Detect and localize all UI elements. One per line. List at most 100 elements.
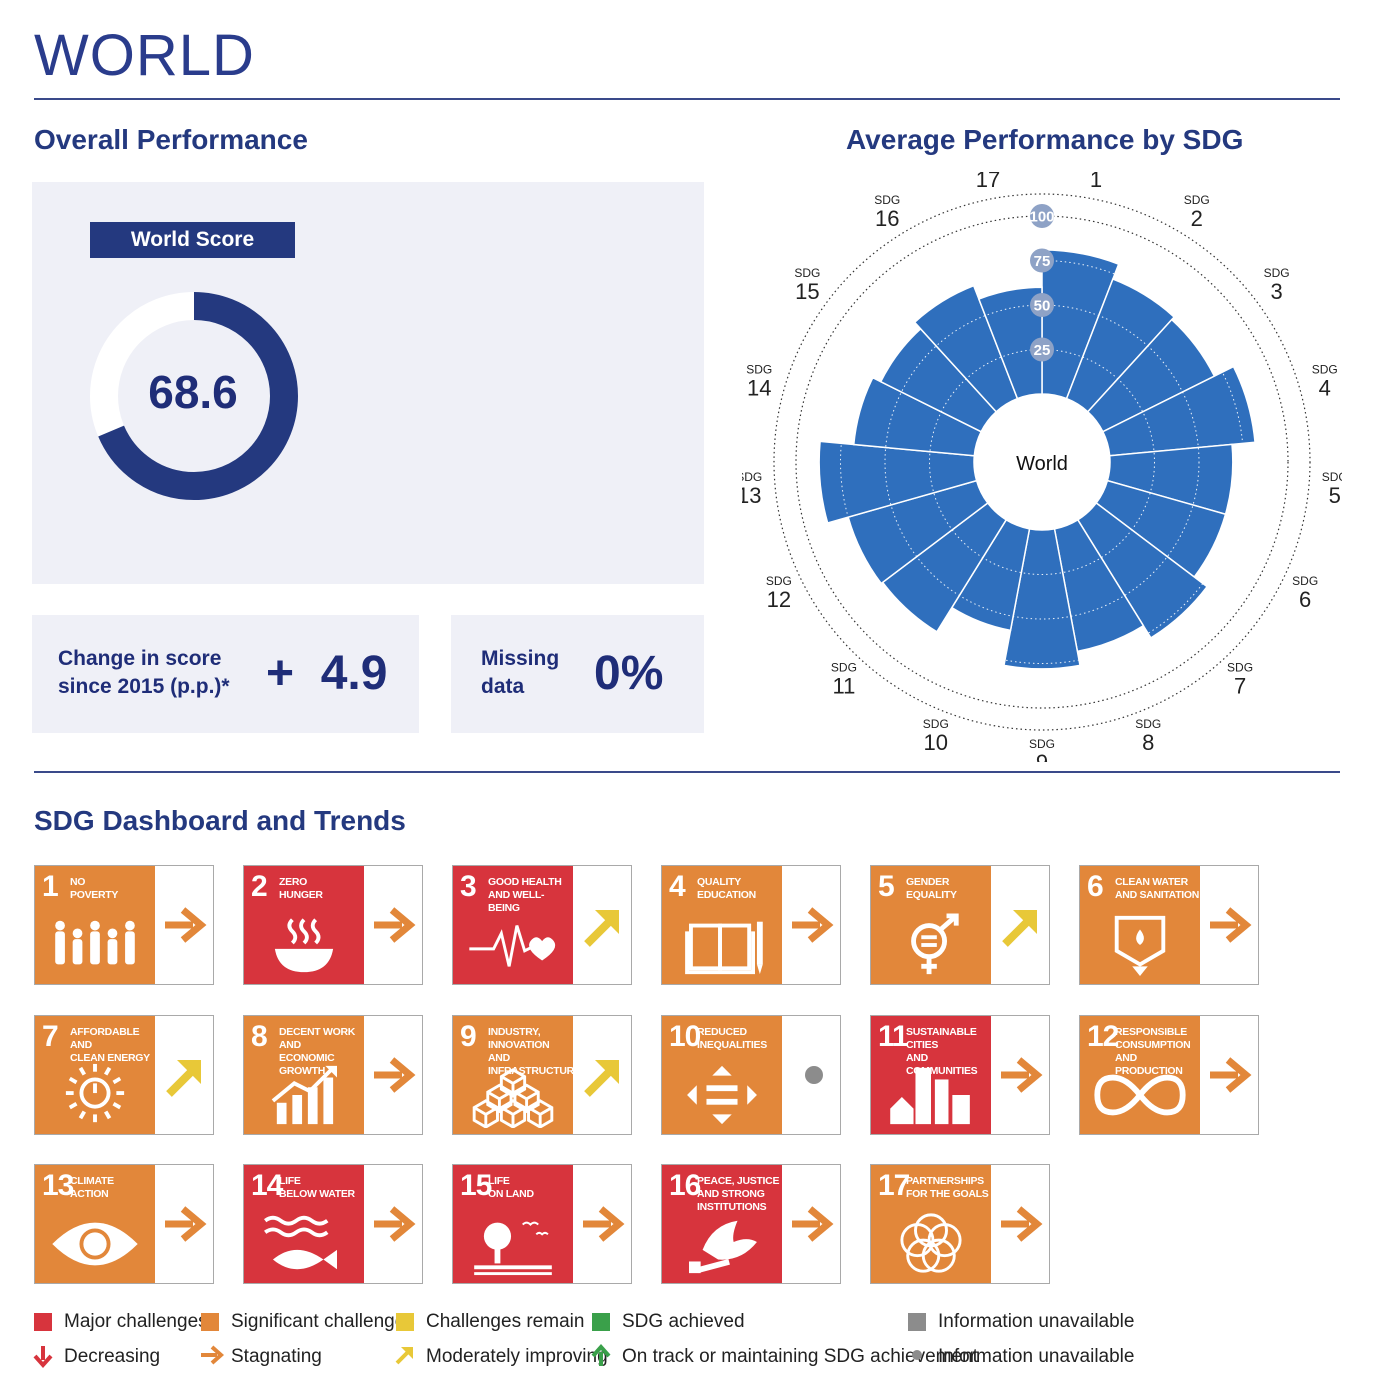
sdg-tile-color: 1 NO POVERTY <box>35 866 155 984</box>
sdg-tile-number: 8 <box>251 1020 268 1053</box>
trend-stagnating-icon <box>1001 1206 1043 1242</box>
missing-value: 0% <box>594 647 664 700</box>
missing-label-line2: data <box>481 675 525 698</box>
legend-color-label: Significant challenges <box>231 1311 415 1332</box>
radial-category-number: 14 <box>747 376 771 401</box>
sdg-tile-number: 2 <box>251 870 268 903</box>
radial-category-number: 10 <box>924 730 948 755</box>
tree-icon <box>474 1221 552 1276</box>
trend-information-unavailable-icon <box>805 1066 823 1084</box>
radial-tick-label-100: 100 <box>1029 209 1054 226</box>
sdg-tile-8[interactable]: 8 DECENT WORK AND ECONOMIC GROWTH <box>243 1015 423 1135</box>
score-label: World Score <box>90 222 295 258</box>
radial-category-prefix: SDG <box>923 717 949 731</box>
trend-moderately-improving-icon <box>584 910 619 947</box>
trend-stagnating-icon <box>165 1206 207 1242</box>
sdg-tile-number: 16 <box>669 1169 701 1202</box>
sdg-tile-6[interactable]: 6 CLEAN WATER AND SANITATION <box>1079 865 1259 985</box>
sdg-tile-13[interactable]: 13 CLIMATE ACTION <box>34 1164 214 1284</box>
sdg-tile-title: LIFE BELOW WATER <box>279 1175 355 1200</box>
radial-tick-label-50: 50 <box>1034 298 1051 315</box>
score-donut <box>90 292 298 500</box>
sdg-tile-15[interactable]: 15 LIFE ON LAND <box>452 1164 632 1284</box>
radial-category-number: 1 <box>1090 172 1102 192</box>
sdg-tile-10[interactable]: 10 REDUCED INEQUALITIES <box>661 1015 841 1135</box>
eye-globe-icon <box>52 1222 138 1266</box>
sdg-tile-color: 12 RESPONSIBLE CONSUMPTION AND PRODUCTIO… <box>1080 1016 1200 1134</box>
dove-icon <box>689 1220 757 1274</box>
sdg-tile-title: ZERO HUNGER <box>279 876 323 901</box>
legend-swatch <box>396 1313 414 1331</box>
radial-category-prefix: SDG <box>1135 717 1161 731</box>
sdg-tile-5[interactable]: 5 GENDER EQUALITY <box>870 865 1050 985</box>
sdg-tile-color: 3 GOOD HEALTH AND WELL-BEING <box>453 866 573 984</box>
radial-category-number: 5 <box>1329 483 1341 508</box>
radial-category-label-sdg-9: SDG9 <box>1029 737 1055 762</box>
radial-outer-ring <box>773 193 1311 731</box>
sdg-tile-title: NO POVERTY <box>70 876 119 901</box>
legend-color-label: Information unavailable <box>938 1311 1135 1332</box>
sdg-tile-1[interactable]: 1 NO POVERTY <box>34 865 214 985</box>
radial-category-number: 2 <box>1191 206 1203 231</box>
sdg-tile-number: 17 <box>878 1169 910 1202</box>
overall-performance-title: Overall Performance <box>34 124 308 155</box>
sdg-tile-color: 9 INDUSTRY, INNOVATION AND INFRASTRUCTUR… <box>453 1016 581 1134</box>
sdg-tile-color: 17 PARTNERSHIPS FOR THE GOALS <box>871 1165 991 1283</box>
legend-swatch <box>592 1313 610 1331</box>
sdg-tile-12[interactable]: 12 RESPONSIBLE CONSUMPTION AND PRODUCTIO… <box>1079 1015 1259 1135</box>
arrows-equal-icon <box>687 1065 757 1125</box>
sdg-tile-color: 13 CLIMATE ACTION <box>35 1165 155 1283</box>
radial-category-prefix: SDG <box>1029 737 1055 751</box>
sdg-tile-14[interactable]: 14 LIFE BELOW WATER <box>243 1164 423 1284</box>
sun-power-icon <box>65 1063 125 1123</box>
radial-category-number: 8 <box>1142 730 1154 755</box>
sdg-tile-color: 5 GENDER EQUALITY <box>871 866 991 984</box>
sdg-tile-7[interactable]: 7 AFFORDABLE AND CLEAN ENERGY <box>34 1015 214 1135</box>
legend-trend-label: Moderately improving <box>426 1346 608 1367</box>
trend-stagnating-icon <box>374 907 416 943</box>
dashboard-title: SDG Dashboard and Trends <box>34 805 406 836</box>
sdg-tile-number: 4 <box>669 870 686 903</box>
radial-category-label-sdg-5: SDG5 <box>1322 470 1342 508</box>
sdg-tile-3[interactable]: 3 GOOD HEALTH AND WELL-BEING <box>452 865 632 985</box>
radial-category-number: 13 <box>742 483 761 508</box>
trend-stagnating-icon <box>792 1206 834 1242</box>
sdg-tile-2[interactable]: 2 ZERO HUNGER <box>243 865 423 985</box>
sdg-tile-4[interactable]: 4 QUALITY EDUCATION <box>661 865 841 985</box>
sdg-tile-color: 6 CLEAN WATER AND SANITATION <box>1080 866 1200 984</box>
header-divider <box>34 98 1340 100</box>
radial-tick-label-75: 75 <box>1034 253 1051 270</box>
legend-trend-label: Decreasing <box>64 1346 161 1367</box>
sdg-tile-title: GENDER EQUALITY <box>906 876 957 901</box>
sdg-tile-title: CLIMATE ACTION <box>70 1175 114 1200</box>
radial-category-number: 7 <box>1234 673 1246 698</box>
radial-category-number: 16 <box>875 206 899 231</box>
radial-category-number: 9 <box>1036 750 1048 762</box>
sdg-tile-number: 15 <box>460 1169 492 1202</box>
sdg-tile-number: 11 <box>878 1020 909 1053</box>
legend-color-label: Major challenges <box>64 1311 208 1332</box>
trend-stagnating-icon <box>1210 1057 1252 1093</box>
sdg-tile-11[interactable]: 11 SUSTAINABLE CITIES AND COMMUNITIES <box>870 1015 1050 1135</box>
legend-swatch <box>34 1313 52 1331</box>
legend-color-label: Challenges remain <box>426 1311 585 1332</box>
sdg-tile-9[interactable]: 9 INDUSTRY, INNOVATION AND INFRASTRUCTUR… <box>452 1015 632 1135</box>
radial-category-number: 17 <box>976 172 1000 192</box>
radial-category-number: 15 <box>795 279 819 304</box>
change-panel <box>32 615 419 733</box>
gender-icon <box>911 913 959 975</box>
sdg-tile-16[interactable]: 16 PEACE, JUSTICE AND STRONG INSTITUTION… <box>661 1164 841 1284</box>
sdg-tile-17[interactable]: 17 PARTNERSHIPS FOR THE GOALS <box>870 1164 1050 1284</box>
radial-category-number: 4 <box>1319 376 1331 401</box>
book-icon <box>685 921 763 975</box>
sdg-tile-title: AFFORDABLE AND CLEAN ENERGY <box>70 1026 150 1064</box>
radial-category-prefix: SDG <box>1292 574 1318 588</box>
legend-trend-decreasing-icon <box>32 1344 54 1373</box>
sdg-tile-number: 13 <box>42 1169 74 1202</box>
trend-stagnating-icon <box>374 1057 416 1093</box>
